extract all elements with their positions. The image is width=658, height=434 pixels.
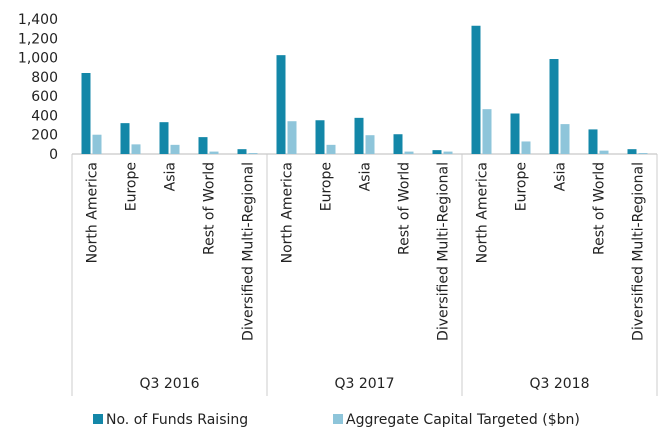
group-label: Q3 2016 bbox=[139, 376, 199, 392]
bar bbox=[198, 137, 208, 154]
bar bbox=[443, 151, 453, 154]
bar bbox=[432, 150, 442, 154]
y-tick-label: 0 bbox=[49, 147, 58, 163]
x-tick-label: Rest of World bbox=[592, 162, 608, 255]
x-tick-label: Diversified Multi-Regional bbox=[436, 162, 452, 341]
x-tick-label: Diversified Multi-Regional bbox=[631, 162, 647, 341]
x-tick-label: Europe bbox=[124, 162, 140, 211]
y-tick-label: 400 bbox=[31, 108, 58, 124]
bar bbox=[159, 122, 169, 154]
legend-label: No. of Funds Raising bbox=[106, 412, 248, 428]
bar bbox=[627, 149, 637, 154]
bar bbox=[92, 134, 102, 154]
bar bbox=[365, 135, 375, 154]
bar bbox=[521, 141, 531, 154]
bar bbox=[393, 134, 403, 154]
x-tick-label: North America bbox=[85, 162, 101, 263]
bar bbox=[81, 73, 91, 154]
x-tick-label: Rest of World bbox=[202, 162, 218, 255]
bar bbox=[315, 120, 325, 154]
bar bbox=[354, 117, 364, 154]
bar bbox=[209, 151, 219, 154]
bar bbox=[326, 144, 336, 154]
x-tick-label: Asia bbox=[553, 162, 569, 191]
x-tick-label: Asia bbox=[358, 162, 374, 191]
x-tick-label: North America bbox=[280, 162, 296, 263]
legend-swatch bbox=[93, 414, 103, 424]
x-tick-label: Rest of World bbox=[397, 162, 413, 255]
bar bbox=[599, 150, 609, 154]
bar bbox=[588, 129, 598, 154]
bar bbox=[638, 153, 648, 154]
y-tick-label: 800 bbox=[31, 70, 58, 86]
legend-swatch bbox=[333, 414, 343, 424]
group-label: Q3 2017 bbox=[334, 376, 394, 392]
bar bbox=[549, 59, 559, 155]
y-tick-label: 1,200 bbox=[18, 31, 58, 47]
bar bbox=[404, 151, 414, 154]
bar bbox=[482, 109, 492, 154]
bar bbox=[248, 153, 258, 154]
y-tick-label: 1,400 bbox=[18, 12, 58, 28]
y-tick-label: 1,000 bbox=[18, 51, 58, 67]
x-tick-label: Asia bbox=[163, 162, 179, 191]
bar bbox=[276, 55, 286, 154]
bar bbox=[510, 113, 520, 154]
x-tick-label: North America bbox=[475, 162, 491, 263]
x-tick-label: Europe bbox=[319, 162, 335, 211]
y-tick-label: 200 bbox=[31, 128, 58, 144]
bar bbox=[131, 144, 141, 154]
group-label: Q3 2018 bbox=[529, 376, 589, 392]
x-tick-label: Europe bbox=[514, 162, 530, 211]
y-tick-label: 600 bbox=[31, 89, 58, 105]
legend-label: Aggregate Capital Targeted ($bn) bbox=[346, 412, 580, 428]
bar bbox=[120, 123, 130, 154]
bar bbox=[560, 124, 570, 154]
x-tick-label: Diversified Multi-Regional bbox=[241, 162, 257, 341]
bar bbox=[170, 144, 180, 154]
bar bbox=[287, 121, 297, 154]
bar bbox=[471, 25, 481, 154]
bar bbox=[237, 149, 247, 154]
